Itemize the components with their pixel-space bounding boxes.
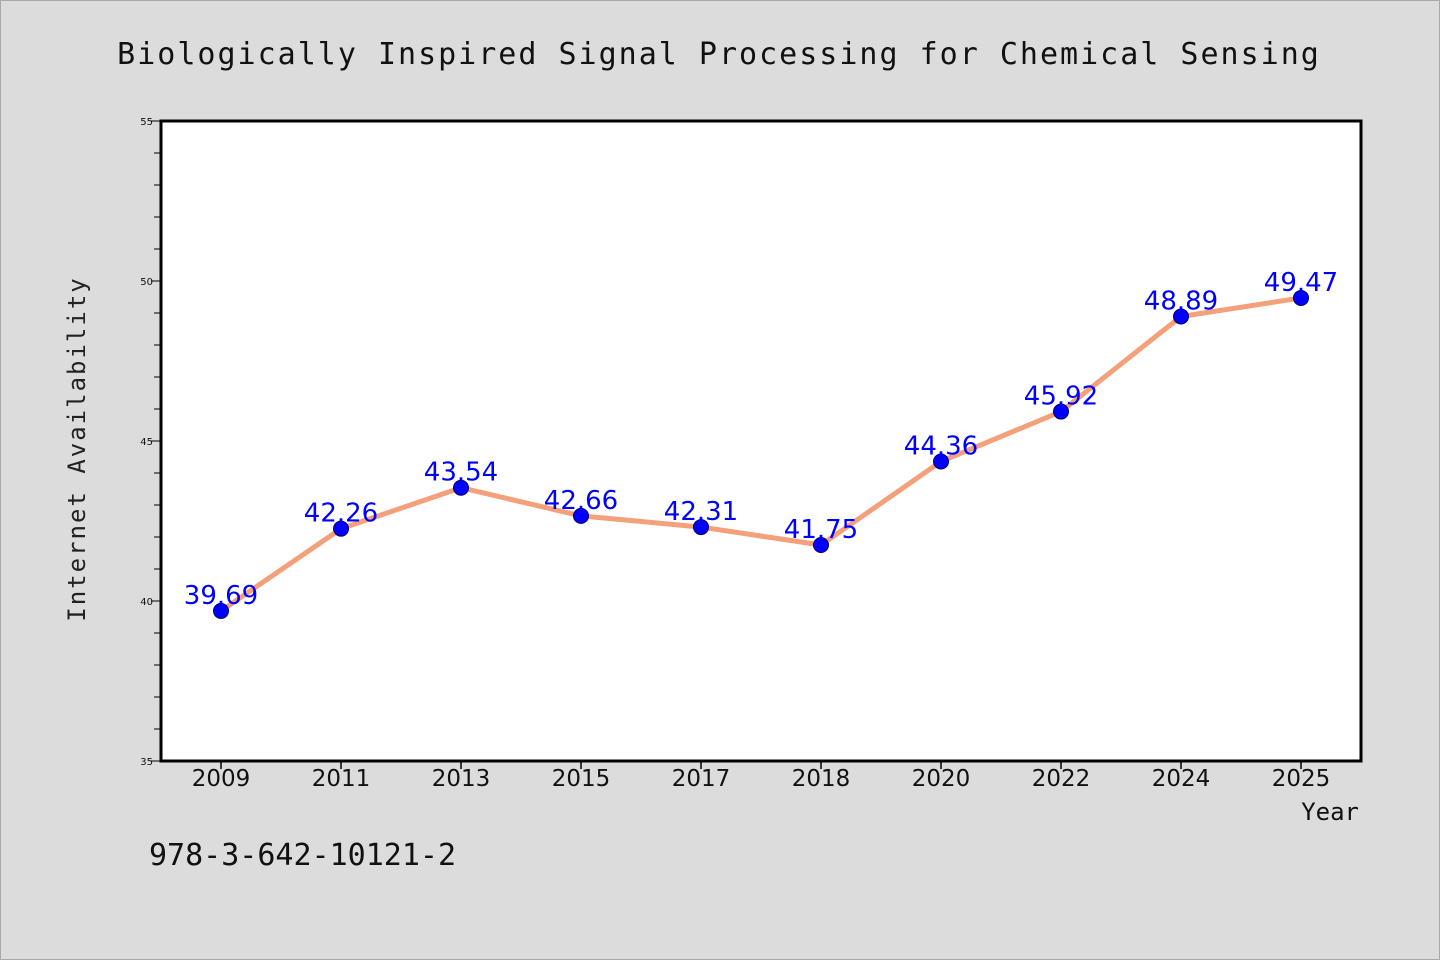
data-label: 48.89 (1144, 287, 1218, 317)
data-point-marker (1053, 403, 1069, 420)
y-tick-label: 55 (140, 117, 153, 128)
data-label: 42.66 (544, 486, 618, 516)
data-label: 49.47 (1264, 268, 1338, 298)
x-axis: 2009 2011 2013 2015 2017 2018 2020 2022 2024 2025 (192, 761, 1331, 792)
y-tick-label: 40 (140, 597, 153, 608)
data-point-marker (1293, 289, 1309, 306)
series-line (218, 295, 1304, 614)
x-tick-label: 2018 (792, 766, 851, 792)
data-label: 45.92 (1024, 382, 1098, 412)
data-point-marker (813, 537, 829, 553)
data-label: 41.75 (784, 515, 858, 545)
x-tick-label: 2009 (192, 766, 251, 792)
y-tick-label: 50 (140, 277, 153, 288)
y-axis-label: Internet Availability (63, 276, 91, 621)
chart-title: Biologically Inspired Signal Processing … (117, 37, 1321, 72)
x-axis-label: Year (1301, 798, 1359, 826)
data-point-marker (453, 479, 469, 496)
y-axis: 35 40 45 50 55 (140, 117, 161, 768)
x-tick-label: 2011 (312, 766, 371, 792)
plot-area (159, 119, 1363, 763)
x-tick-label: 2015 (552, 766, 611, 792)
x-tick-label: 2024 (1152, 766, 1211, 792)
data-point-marker (573, 507, 589, 524)
y-tick-label: 35 (140, 757, 153, 768)
data-point-marker (1173, 308, 1189, 325)
data-point-marker (333, 520, 349, 537)
isbn-label: 978-3-642-10121-2 (149, 838, 456, 873)
x-tick-label: 2020 (912, 766, 971, 792)
data-label: 42.31 (664, 497, 738, 527)
x-tick-label: 2017 (672, 766, 731, 792)
data-point-marker (933, 453, 949, 470)
x-tick-label: 2022 (1032, 766, 1091, 792)
data-label: 43.54 (424, 458, 498, 488)
x-tick-label: 2013 (432, 766, 491, 792)
data-label: 42.26 (304, 499, 378, 529)
data-label: 39.69 (184, 581, 258, 611)
data-label: 44.36 (904, 431, 978, 461)
series-layer: 39.69 42.26 43.54 42.66 42.31 41.75 44.36 45.92… (184, 268, 1338, 619)
data-point-marker (213, 602, 229, 619)
y-tick-label: 45 (140, 437, 153, 448)
data-point-marker (693, 519, 709, 536)
x-tick-label: 2025 (1272, 766, 1331, 792)
